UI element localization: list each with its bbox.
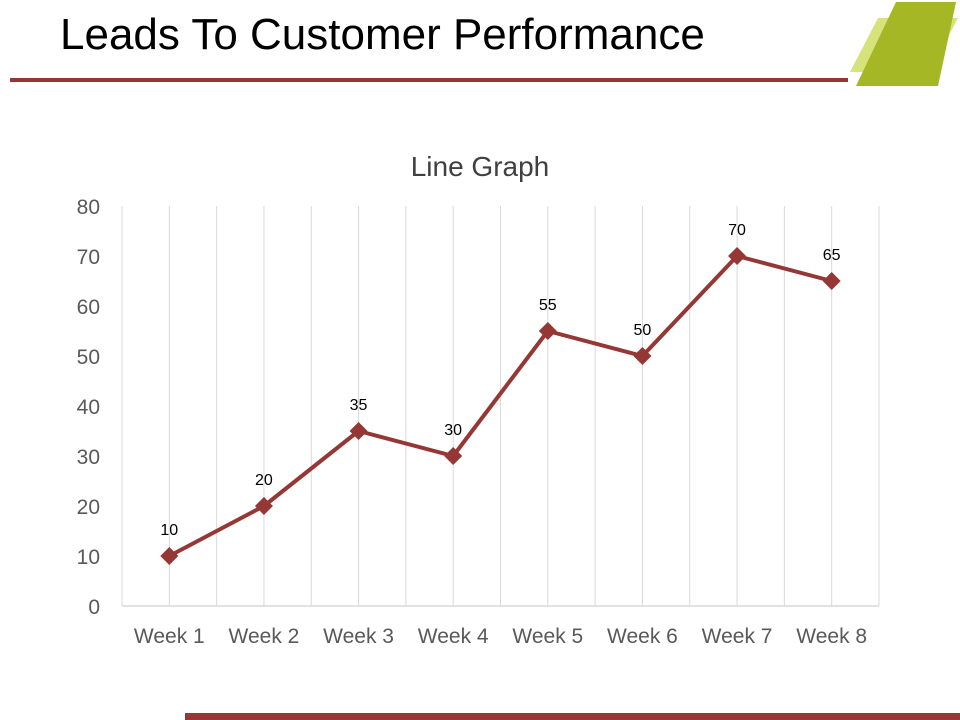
bottom-rule-bar (185, 713, 960, 720)
title-underline-bar (10, 78, 848, 82)
x-tick-label: Week 4 (418, 625, 489, 648)
data-point-marker (538, 322, 557, 340)
x-tick-label: Week 1 (134, 625, 205, 648)
x-tick-label: Week 3 (323, 625, 394, 648)
x-tick-label: Week 6 (607, 625, 678, 648)
data-point-marker (822, 272, 841, 290)
slide-title: Leads To Customer Performance (60, 10, 705, 59)
data-label: 20 (255, 472, 273, 489)
deco-dark-parallelogram (856, 2, 956, 86)
x-axis-labels: Week 1 Week 2 Week 3 Week 4 Week 5 Week 6 Week… (134, 625, 867, 648)
x-tick-label: Week 7 (702, 625, 773, 648)
series-line (168, 254, 833, 558)
data-label: 65 (823, 247, 841, 264)
y-tick-label: 0 (88, 596, 100, 619)
data-label: 50 (634, 322, 652, 339)
x-tick-label: Week 2 (229, 625, 300, 648)
data-point-marker (633, 347, 652, 365)
y-tick-label: 50 (77, 346, 100, 369)
corner-decoration (850, 2, 958, 86)
y-tick-label: 40 (77, 396, 100, 419)
bottom-rule (185, 713, 960, 720)
data-label: 55 (539, 297, 557, 314)
data-label: 10 (160, 522, 178, 539)
chart-gridlines (121, 206, 880, 606)
y-tick-label: 20 (77, 496, 100, 519)
data-point-marker (444, 447, 463, 465)
x-tick-label: Week 8 (796, 625, 867, 648)
data-point-marker (160, 547, 179, 565)
y-tick-label: 70 (77, 246, 100, 269)
y-tick-label: 30 (77, 446, 100, 469)
data-point-marker (254, 497, 273, 515)
data-point-marker (728, 247, 747, 265)
data-label: 70 (728, 222, 746, 239)
chart-series (168, 254, 833, 558)
data-labels: 10 20 35 30 55 50 70 65 (160, 222, 840, 539)
y-tick-label: 80 (77, 196, 100, 219)
x-tick-label: Week 5 (512, 625, 583, 648)
y-tick-label: 10 (77, 546, 100, 569)
data-point-marker (349, 422, 368, 440)
data-label: 35 (350, 397, 368, 414)
chart-markers (160, 247, 841, 565)
title-underline (10, 78, 848, 82)
data-label: 30 (444, 422, 462, 439)
chart-title: Line Graph (411, 151, 550, 182)
y-tick-label: 60 (77, 296, 100, 319)
y-axis-labels: 0 10 20 30 40 50 60 70 80 (77, 196, 100, 619)
